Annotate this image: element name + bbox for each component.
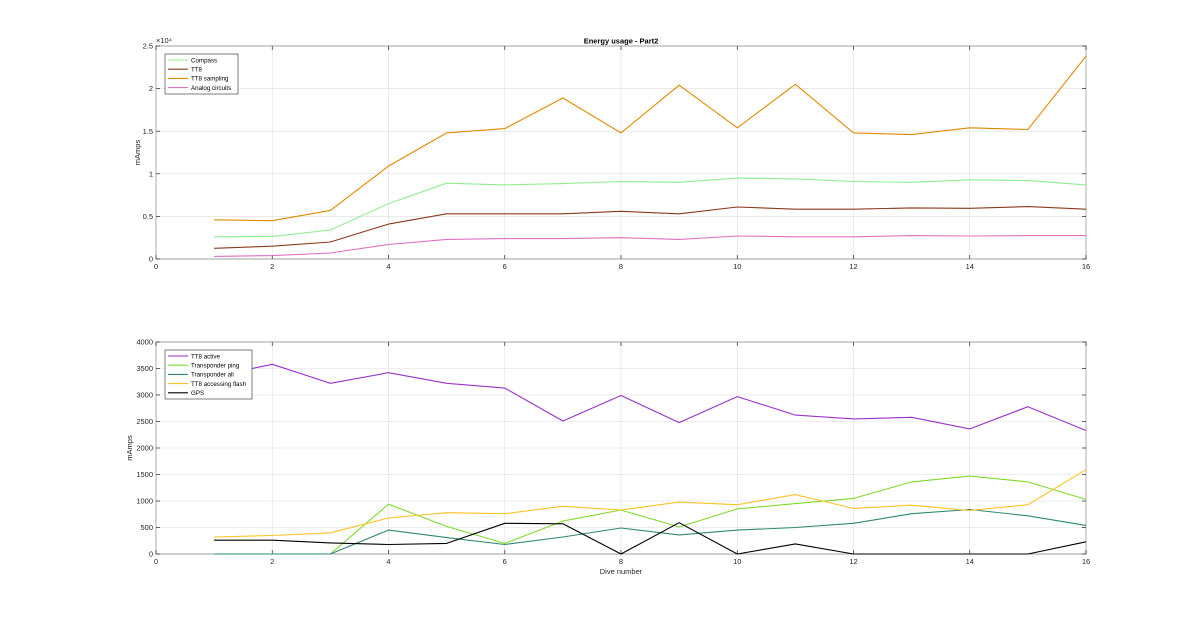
- y-tick-label: 1: [149, 169, 153, 178]
- series-line-3: [214, 469, 1087, 538]
- x-tick-label: 14: [966, 262, 974, 271]
- y-axis-label: mAmps: [133, 140, 142, 166]
- legend-label: TT8 accessing flash: [191, 381, 247, 388]
- x-tick-label: 8: [619, 557, 623, 566]
- legend-label: Transponder all: [191, 372, 234, 379]
- series-line-1: [214, 206, 1087, 249]
- chart-energy-part2: 0 2 4 6 8 10 12 14 16 0 0.5 1 1.5 2 2.5 Energy usage - …: [133, 36, 1090, 271]
- y-axis-exponent: ×10⁴: [156, 36, 172, 45]
- y-axis-label: mAmps: [125, 435, 134, 461]
- y-tick-label: 2000: [136, 444, 153, 453]
- y-tick-label: 2500: [136, 417, 153, 426]
- series-line-0: [214, 177, 1087, 238]
- y-tick-label: 1500: [136, 470, 153, 479]
- x-tick-label: 12: [849, 557, 857, 566]
- x-tick-label: 2: [270, 262, 274, 271]
- y-tick-label: 4000: [136, 338, 153, 347]
- chart-title: Energy usage - Part2: [584, 37, 659, 46]
- x-tick-label: 10: [733, 262, 741, 271]
- legend-label: GPS: [191, 390, 204, 397]
- legend-label: Transponder ping: [191, 363, 240, 370]
- y-tick-label: 1.5: [143, 127, 153, 136]
- x-tick-label: 16: [1082, 262, 1090, 271]
- x-tick-label: 0: [154, 557, 158, 566]
- y-tick-label: 0.5: [143, 212, 153, 221]
- y-tick-label: 3000: [136, 391, 153, 400]
- x-tick-label: 8: [619, 262, 623, 271]
- y-tick-label: 0: [149, 550, 153, 559]
- x-tick-label: 4: [386, 262, 390, 271]
- legend-label: Analog circuits: [191, 85, 231, 92]
- x-tick-label: 12: [849, 262, 857, 271]
- x-tick-label: 14: [966, 557, 974, 566]
- x-tick-label: 0: [154, 262, 158, 271]
- x-tick-label: 4: [386, 557, 390, 566]
- x-tick-label: 6: [503, 557, 507, 566]
- series-line-2: [214, 55, 1087, 222]
- legend-label: Compass: [191, 57, 217, 64]
- x-axis-label: Dive number: [600, 567, 643, 576]
- legend-label: TT8 active: [191, 353, 220, 360]
- x-tick-label: 6: [503, 262, 507, 271]
- series-line-1: [214, 475, 1087, 555]
- series-line-3: [214, 235, 1086, 257]
- y-tick-label: 2: [149, 84, 153, 93]
- series-line-0: [213, 363, 1087, 432]
- series-line-2: [214, 508, 1087, 555]
- y-tick-label: 500: [140, 523, 153, 532]
- y-tick-label: 2.5: [143, 42, 153, 51]
- legend-label: TT8: [191, 67, 203, 74]
- x-tick-label: 10: [733, 557, 741, 566]
- y-tick-label: 1000: [136, 497, 153, 506]
- x-tick-label: 16: [1082, 557, 1090, 566]
- y-tick-label: 3500: [136, 364, 153, 373]
- series-line-4: [214, 522, 1087, 555]
- y-tick-label: 0: [149, 255, 153, 264]
- chart-dive-currents: 0 2 4 6 8 10 12 14 16 0 500 1000 1500 2000 2500 3000 350…: [125, 338, 1090, 576]
- x-tick-label: 2: [270, 557, 274, 566]
- legend-label: TT8 sampling: [191, 76, 229, 83]
